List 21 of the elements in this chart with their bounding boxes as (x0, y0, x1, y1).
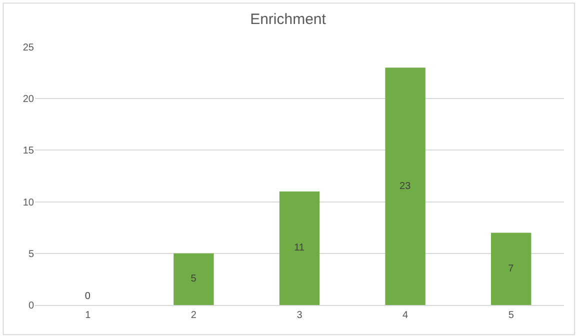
x-tick-label: 4 (402, 310, 409, 321)
y-tick-label: 5 (28, 248, 34, 260)
y-tick-label: 10 (22, 197, 34, 208)
data-label: 5 (190, 274, 197, 285)
bar (174, 253, 214, 305)
bar (491, 232, 532, 305)
x-tick-label: 1 (85, 310, 92, 321)
bar (279, 191, 320, 305)
x-tick-label: 2 (190, 310, 197, 321)
y-tick-label: 20 (22, 94, 34, 106)
data-label: 11 (294, 242, 305, 254)
chart-title: Enrichment (250, 10, 327, 28)
y-tick-label: 15 (22, 146, 34, 157)
data-label: 7 (508, 263, 514, 274)
x-tick-label: 3 (296, 310, 303, 321)
x-tick-label: 5 (508, 310, 514, 321)
data-label: 23 (400, 180, 412, 192)
data-label: 0 (84, 291, 91, 302)
y-tick-label: 25 (22, 42, 34, 54)
y-tick-label: 0 (28, 300, 34, 312)
bar (385, 68, 426, 305)
